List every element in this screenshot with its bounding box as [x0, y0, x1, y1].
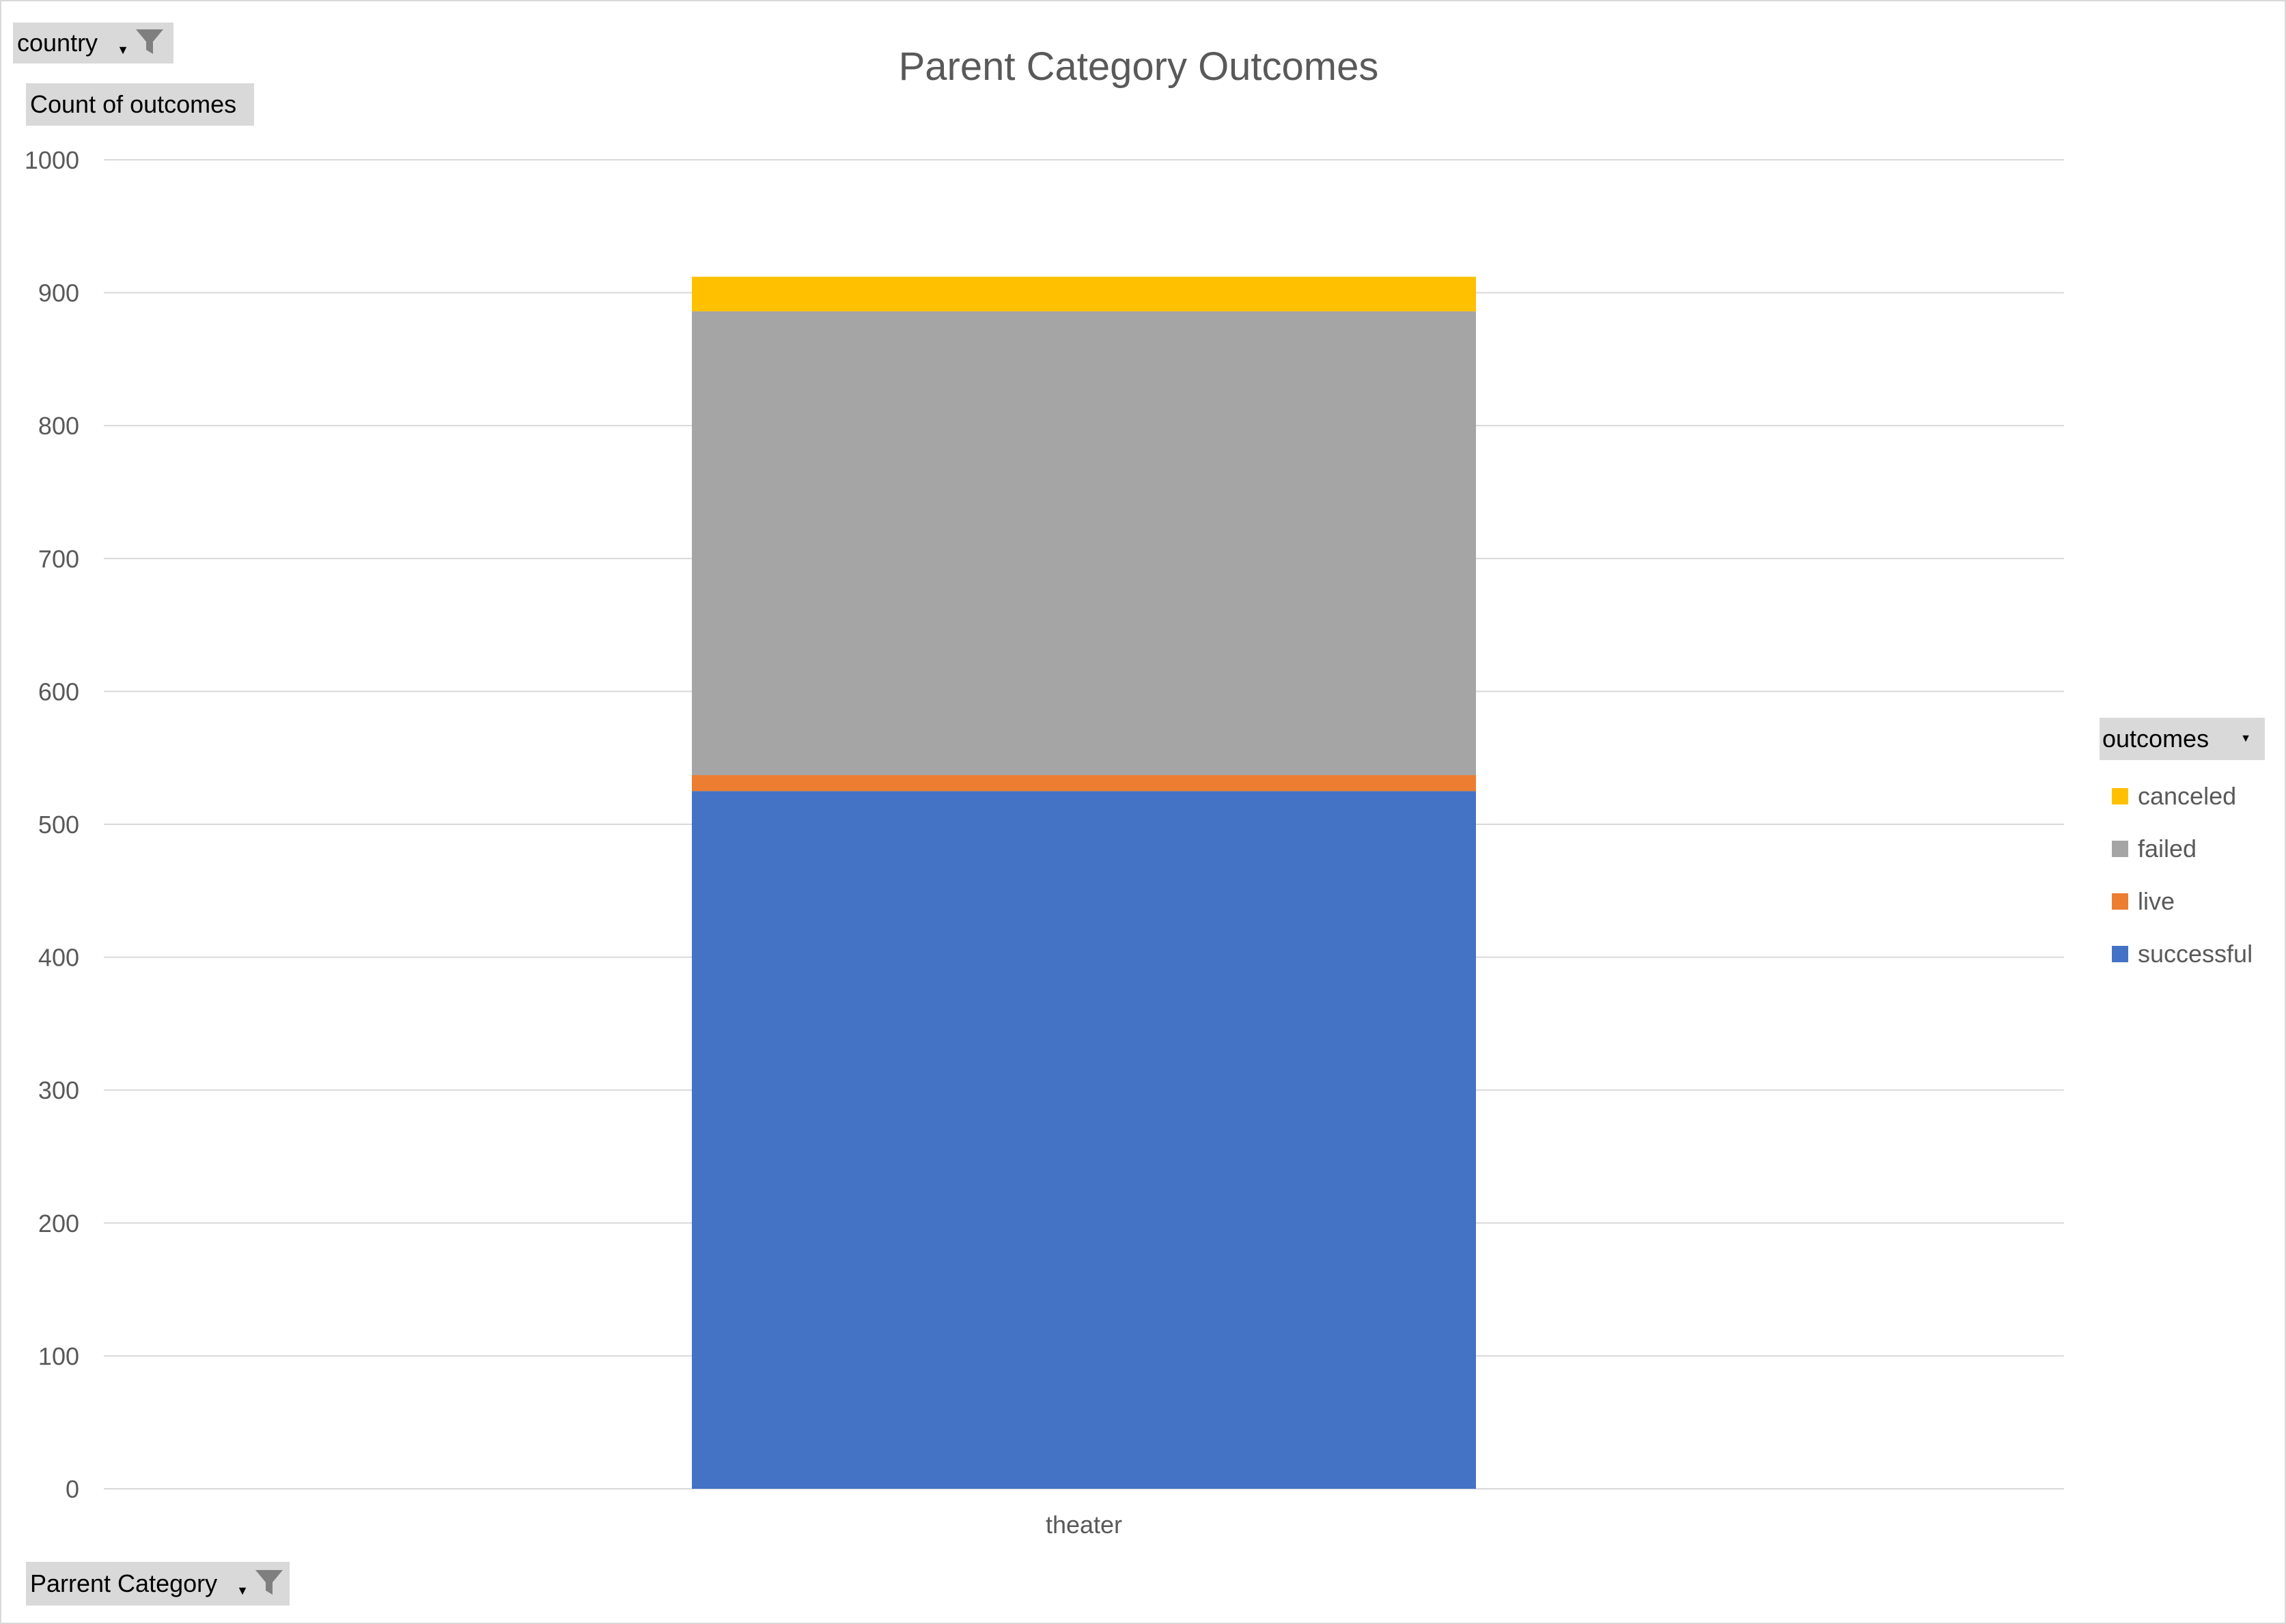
dropdown-arrow-icon: ▼ — [2240, 733, 2251, 744]
axis-field-label: Parrent Category — [30, 1569, 218, 1597]
legend-swatch — [2112, 787, 2128, 804]
y-tick-label: 900 — [38, 279, 79, 307]
legend-label: canceled — [2138, 781, 2237, 810]
chart-title: Parent Category Outcomes — [898, 44, 1379, 89]
legend-swatch — [2112, 893, 2128, 910]
funnel-icon — [135, 28, 165, 59]
legend-swatch — [2112, 840, 2128, 857]
bar-segment-successful — [692, 791, 1476, 1489]
y-tick-label: 800 — [38, 412, 79, 440]
y-tick-label: 300 — [38, 1076, 79, 1104]
y-axis-ticks: 0 100 200 300 400 500 600 700 800 900 1000 — [25, 146, 79, 1503]
y-tick-label: 0 — [66, 1475, 79, 1503]
values-field-button[interactable]: Count of outcomes — [26, 83, 254, 126]
legend-field-label: outcomes — [2102, 725, 2210, 753]
y-tick-label: 500 — [38, 811, 79, 839]
legend-field-button[interactable]: outcomes ▼ — [2100, 718, 2265, 760]
legend-item-successful[interactable]: successful — [2112, 927, 2253, 980]
bar-segment-failed — [692, 311, 1476, 775]
bar-segment-canceled — [692, 277, 1476, 311]
legend-item-failed[interactable]: failed — [2112, 822, 2253, 875]
legend-label: successful — [2138, 939, 2253, 968]
legend-item-canceled[interactable]: canceled — [2112, 770, 2253, 822]
funnel-icon — [254, 1569, 284, 1599]
dropdown-arrow-icon: ▼ — [117, 42, 129, 57]
legend-label: failed — [2138, 834, 2197, 863]
y-tick-label: 1000 — [25, 146, 79, 174]
country-filter-label: country — [17, 29, 98, 57]
country-filter-button[interactable]: country ▼ — [13, 23, 173, 64]
axis-field-button[interactable]: Parrent Category ▼ — [26, 1562, 290, 1606]
legend: canceled failed live successful — [2112, 770, 2253, 980]
bars — [692, 277, 1476, 1489]
y-tick-label: 200 — [38, 1209, 79, 1237]
y-tick-label: 700 — [38, 545, 79, 573]
x-tick-label: theater — [1046, 1511, 1122, 1539]
bar-segment-live — [692, 774, 1476, 792]
y-tick-label: 400 — [38, 944, 79, 972]
dropdown-arrow-icon: ▼ — [236, 1583, 249, 1597]
y-tick-label: 100 — [38, 1342, 79, 1370]
y-tick-label: 600 — [38, 677, 79, 705]
x-axis-ticks: theater — [1046, 1511, 1122, 1539]
values-field-label: Count of outcomes — [30, 90, 237, 118]
legend-item-live[interactable]: live — [2112, 875, 2253, 927]
legend-swatch — [2112, 945, 2128, 962]
legend-label: live — [2138, 886, 2175, 915]
